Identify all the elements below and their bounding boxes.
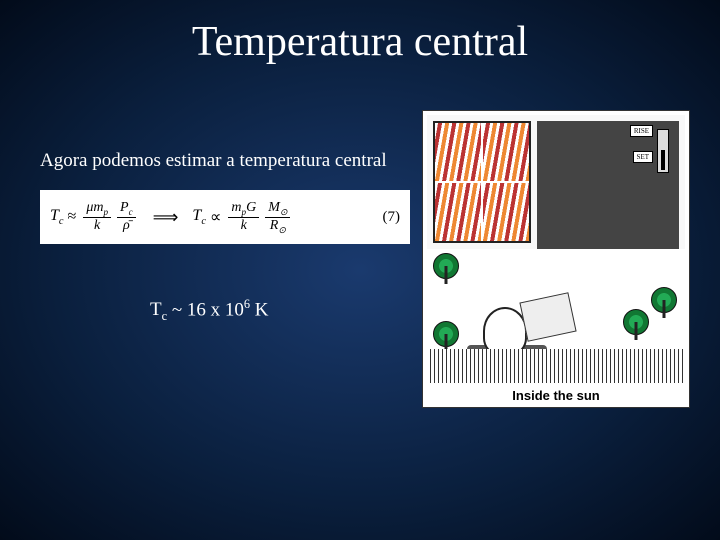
cartoon-newspaper xyxy=(519,292,576,342)
label-set: SET xyxy=(633,151,653,163)
cartoon-image: RISE SET Inside the sun xyxy=(422,110,690,408)
cartoon-man xyxy=(483,307,527,355)
equation-number: (7) xyxy=(371,209,401,226)
fan-icon xyxy=(651,287,677,313)
result-coef: 16 x 10 xyxy=(187,299,244,320)
cartoon-top: RISE SET xyxy=(427,115,685,249)
window-pane xyxy=(435,183,481,241)
window-pane xyxy=(483,183,529,241)
fan-icon xyxy=(433,321,459,347)
thermometer-icon xyxy=(657,129,669,173)
eq-frac1: μmp k xyxy=(83,200,111,233)
eq-frac3: M⊙ R⊙ xyxy=(265,200,290,235)
eq-rhs: Tc ∝ mpG k M⊙ R⊙ xyxy=(192,200,293,235)
window-pane xyxy=(435,123,481,181)
cartoon-floor xyxy=(427,349,685,383)
cartoon-bottom xyxy=(427,249,685,383)
cartoon-scene: RISE SET xyxy=(427,115,685,383)
slide-title: Temperatura central xyxy=(0,0,720,66)
result-line: Tc ~ 16 x 106 K xyxy=(150,297,269,324)
propto-sign: ∝ xyxy=(210,207,221,227)
implies-arrow: ⟹ xyxy=(153,207,179,228)
eq-var-tc2: Tc xyxy=(192,207,206,227)
label-rise: RISE xyxy=(630,125,653,137)
result-var: Tc xyxy=(150,299,167,320)
cartoon-fridge: RISE SET xyxy=(537,121,679,249)
fan-icon xyxy=(623,309,649,335)
cartoon-caption: Inside the sun xyxy=(423,388,689,403)
fan-icon xyxy=(433,253,459,279)
window-pane xyxy=(483,123,529,181)
eq-frac-pc: Pc ρ̄ xyxy=(117,200,136,233)
eq-frac2: mpG k xyxy=(228,200,259,233)
approx-sign: ≈ xyxy=(68,208,77,226)
equation-box: Tc ≈ μmp k Pc ρ̄ ⟹ Tc ∝ mpG k M⊙ R⊙ (7) xyxy=(40,190,410,244)
tilde-sign: ~ xyxy=(172,299,182,320)
result-unit: K xyxy=(255,299,269,320)
eq-lhs: Tc ≈ μmp k Pc ρ̄ xyxy=(50,200,139,233)
subtitle-text: Agora podemos estimar a temperatura cent… xyxy=(40,150,387,172)
eq-var-tc1: Tc xyxy=(50,207,64,227)
result-exp: 6 xyxy=(244,297,250,311)
cartoon-window xyxy=(433,121,531,243)
